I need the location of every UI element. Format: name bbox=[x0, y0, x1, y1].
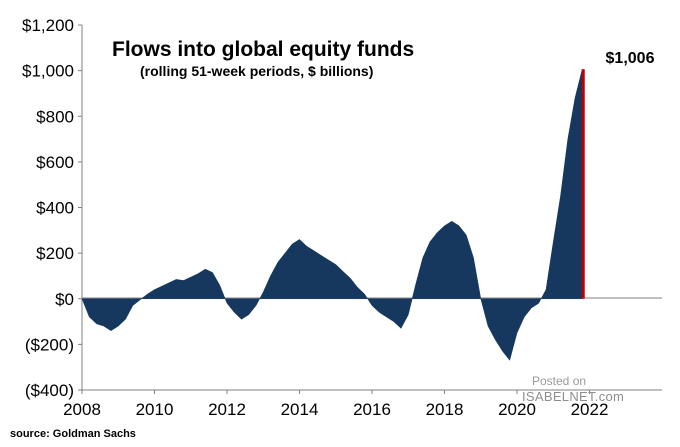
y-tick-label: $1,200 bbox=[22, 16, 74, 35]
chart-subtitle: (rolling 51-week periods, $ billions) bbox=[140, 63, 373, 79]
y-tick-label: $0 bbox=[55, 290, 74, 309]
x-tick-label: 2016 bbox=[353, 400, 391, 419]
chart-title: Flows into global equity funds bbox=[112, 38, 414, 61]
x-tick-label: 2020 bbox=[498, 400, 536, 419]
x-tick-label: 2008 bbox=[63, 400, 101, 419]
series-area bbox=[81, 69, 583, 361]
y-tick-label: ($200) bbox=[25, 335, 74, 354]
y-tick-label: $800 bbox=[36, 107, 74, 126]
y-tick-label: $1,000 bbox=[22, 62, 74, 81]
y-tick-label: $600 bbox=[36, 153, 74, 172]
x-tick-label: 2014 bbox=[281, 400, 319, 419]
x-tick-label: 2012 bbox=[208, 400, 246, 419]
watermark-site: ISABELNET.com bbox=[522, 389, 625, 404]
x-tick-label: 2022 bbox=[571, 400, 609, 419]
x-ticks: 2008 2010 2012 2014 2016 2018 2020 2022 bbox=[63, 390, 608, 419]
y-ticks: $1,200 $1,000 $800 $600 $400 $200 $0 ($200) ($40… bbox=[22, 16, 82, 400]
latest-value-label: $1,006 bbox=[606, 50, 655, 67]
y-tick-label: $400 bbox=[36, 199, 74, 218]
watermark-posted: Posted on bbox=[532, 374, 587, 388]
y-tick-label: $200 bbox=[36, 244, 74, 263]
source-note: source: Goldman Sachs bbox=[10, 428, 136, 440]
x-tick-label: 2018 bbox=[426, 400, 464, 419]
x-tick-label: 2010 bbox=[136, 400, 174, 419]
y-tick-label: ($400) bbox=[25, 381, 74, 400]
